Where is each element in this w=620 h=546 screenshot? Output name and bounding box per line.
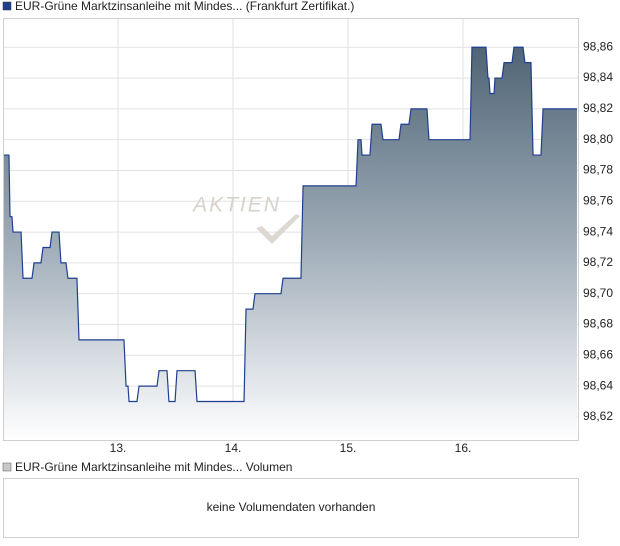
watermark-check — [256, 214, 300, 244]
plot-area: AKTIEN — [3, 18, 578, 440]
x-tick-label: 15. — [340, 441, 357, 455]
y-tick-label: 98,82 — [583, 101, 613, 115]
y-tick-label: 98,62 — [583, 409, 613, 423]
legend-label: EUR-Grüne Marktzinsanleihe mit Mindes...… — [15, 460, 292, 474]
x-tick-label: 16. — [455, 441, 472, 455]
y-tick-label: 98,78 — [583, 163, 613, 177]
y-tick-label: 98,68 — [583, 317, 613, 331]
y-tick-label: 98,64 — [583, 378, 613, 392]
legend-swatch — [2, 1, 12, 11]
y-tick-label: 98,72 — [583, 255, 613, 269]
volume-panel — [3, 478, 579, 538]
watermark: AKTIEN — [191, 194, 281, 217]
y-tick-label: 98,80 — [583, 132, 613, 146]
price-line — [3, 46, 577, 403]
legend-label: EUR-Grüne Marktzinsanleihe mit Mindes...… — [15, 0, 354, 13]
empty-message: keine Volumendaten vorhanden — [207, 500, 376, 514]
y-tick-label: 98,84 — [583, 70, 613, 84]
plot-frame — [3, 18, 579, 441]
y-tick-label: 98,76 — [583, 193, 613, 207]
y-tick-label: 98,86 — [583, 39, 613, 53]
y-tick-label: 98,70 — [583, 286, 613, 300]
legend-swatch — [2, 462, 12, 472]
area-fill — [3, 47, 577, 440]
x-tick-label: 13. — [110, 441, 127, 455]
x-tick-label: 14. — [225, 441, 242, 455]
y-tick-label: 98,66 — [583, 347, 613, 361]
y-tick-label: 98,74 — [583, 224, 613, 238]
